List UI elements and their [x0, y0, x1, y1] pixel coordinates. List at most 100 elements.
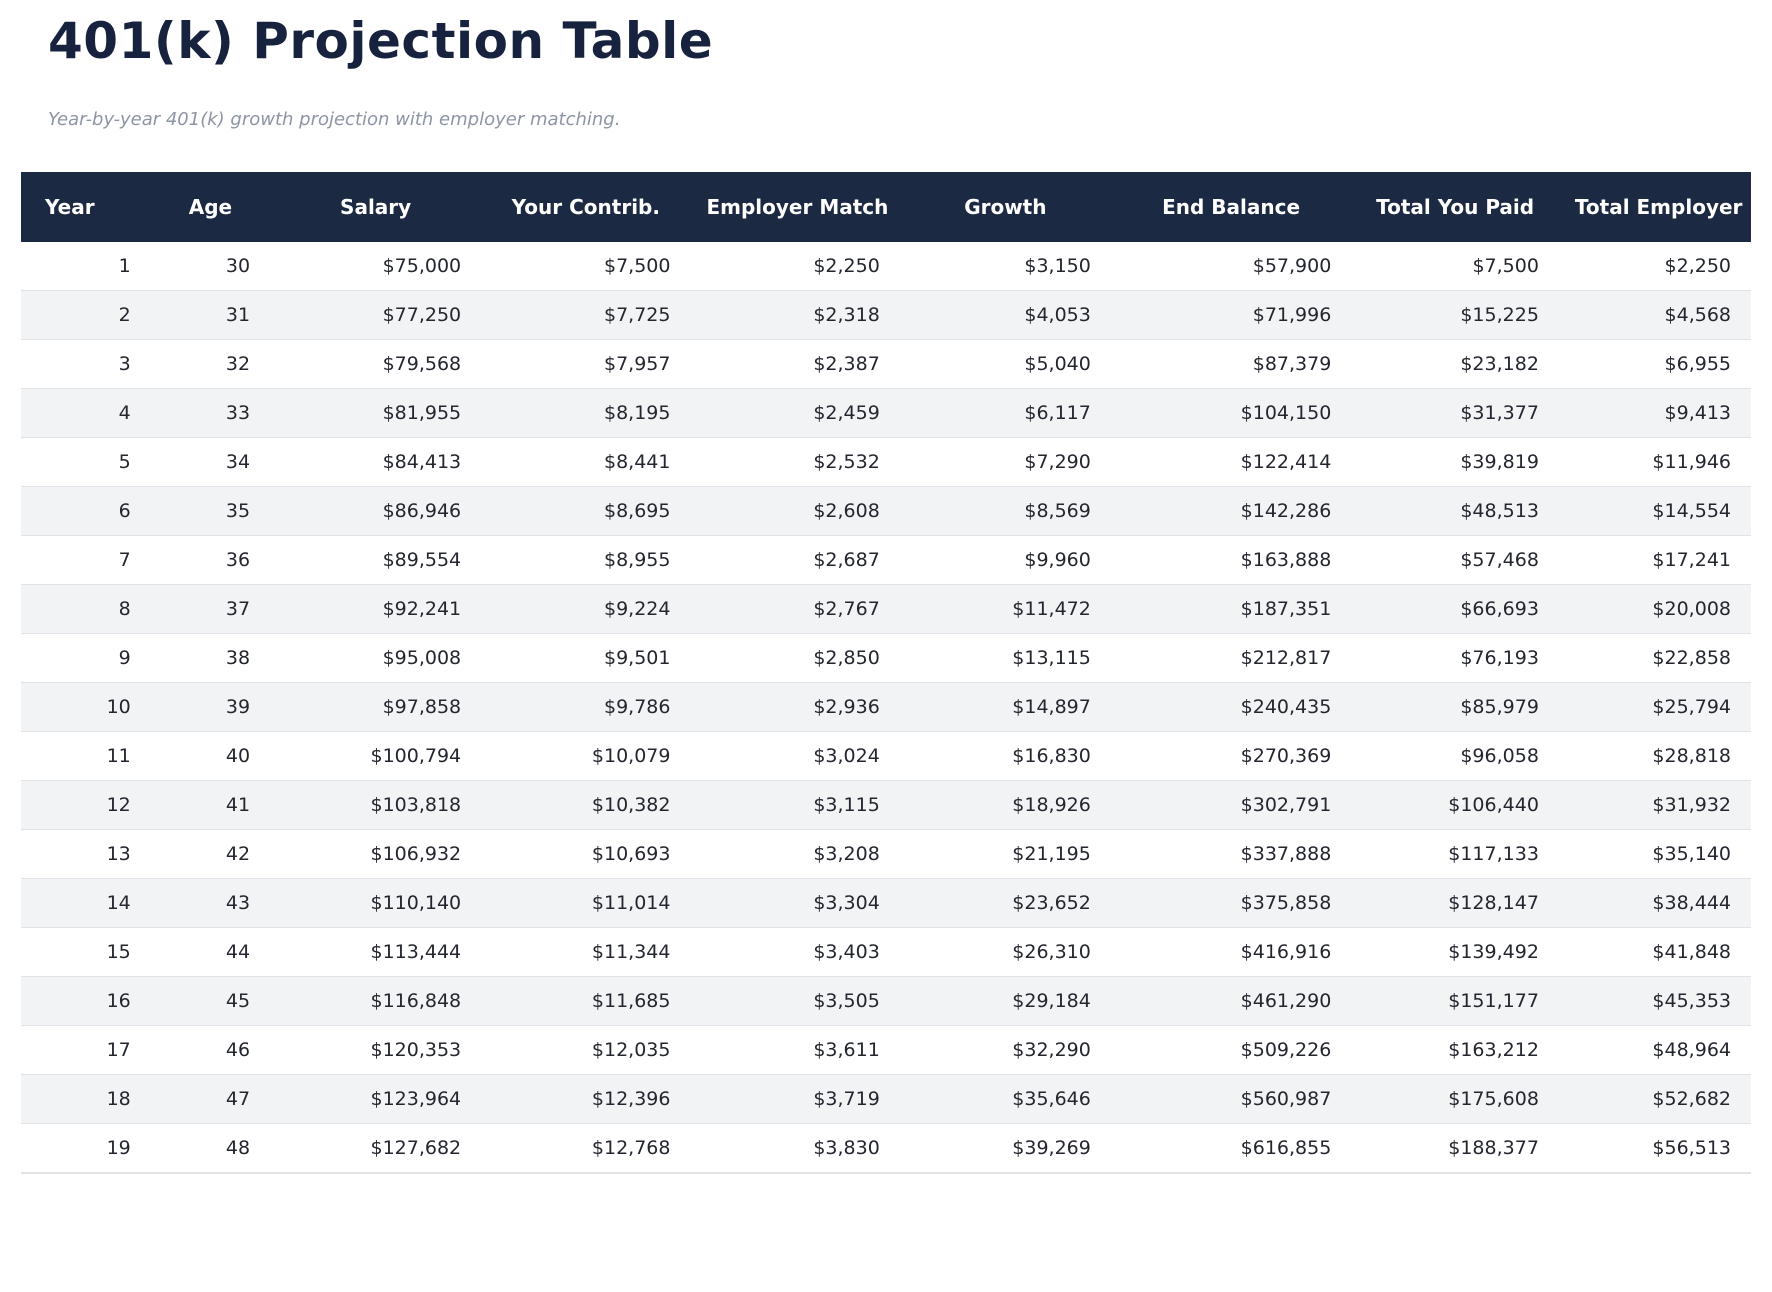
cell-your-contrib: $8,195 [481, 388, 691, 438]
cell-salary: $81,955 [270, 388, 482, 438]
column-header-total-you-paid: Total You Paid [1351, 172, 1559, 242]
cell-your-contrib: $12,396 [481, 1074, 691, 1124]
cell-employer-match: $3,611 [690, 1025, 900, 1075]
cell-growth: $11,472 [899, 584, 1111, 634]
cell-growth: $8,569 [899, 486, 1111, 536]
table-row: 14 43 $110,140 $11,014 $3,304 $23,652 $375,858… [21, 878, 1751, 928]
cell-year: 11 [21, 731, 151, 781]
cell-end-balance: $163,888 [1110, 535, 1352, 585]
page-title: 401(k) Projection Table [48, 12, 714, 70]
cell-total-you-paid: $139,492 [1351, 927, 1559, 977]
cell-growth: $14,897 [899, 682, 1111, 732]
cell-total-employer: $20,008 [1558, 584, 1751, 634]
cell-total-employer: $56,513 [1558, 1123, 1751, 1173]
cell-end-balance: $187,351 [1110, 584, 1352, 634]
cell-salary: $116,848 [270, 976, 482, 1026]
column-header-employer-match: Employer Match [690, 172, 900, 242]
table-row: 13 42 $106,932 $10,693 $3,208 $21,195 $337,888… [21, 829, 1751, 879]
cell-your-contrib: $9,786 [481, 682, 691, 732]
cell-growth: $16,830 [899, 731, 1111, 781]
cell-employer-match: $3,208 [690, 829, 900, 879]
table-row: 16 45 $116,848 $11,685 $3,505 $29,184 $461,290… [21, 976, 1751, 1026]
cell-salary: $86,946 [270, 486, 482, 536]
cell-end-balance: $212,817 [1110, 633, 1352, 683]
cell-your-contrib: $7,500 [604, 255, 671, 277]
column-header-total-employer: Total Employer [1558, 172, 1751, 242]
cell-your-contrib: $11,685 [481, 976, 691, 1026]
cell-growth: $18,926 [899, 780, 1111, 830]
cell-year: 19 [21, 1123, 151, 1173]
cell-age: 34 [150, 437, 271, 487]
cell-your-contrib: $7,957 [481, 339, 691, 389]
cell-salary: $89,554 [270, 535, 482, 585]
cell-end-balance: $560,987 [1110, 1074, 1352, 1124]
column-header-your-contrib: Your Contrib. [481, 172, 691, 242]
cell-growth: $9,960 [899, 535, 1111, 585]
cell-total-employer: $4,568 [1558, 290, 1751, 340]
cell-age: 43 [150, 878, 271, 928]
cell-growth: $13,115 [899, 633, 1111, 683]
projection-table: Year Age Salary Your Contrib. Employer Match… [21, 172, 1751, 1174]
cell-year: 15 [21, 927, 151, 977]
table-row: 7 36 $89,554 $8,955 $2,687 $9,960 $163,888 $57,… [21, 535, 1751, 585]
cell-end-balance: $57,900 [1252, 255, 1332, 277]
cell-age: 36 [150, 535, 271, 585]
cell-your-contrib: $10,079 [481, 731, 691, 781]
cell-your-contrib: $11,344 [481, 927, 691, 977]
cell-age: 35 [150, 486, 271, 536]
cell-year: 8 [21, 584, 151, 634]
cell-total-you-paid: $66,693 [1351, 584, 1559, 634]
cell-growth: $26,310 [899, 927, 1111, 977]
cell-age: 42 [150, 829, 271, 879]
cell-total-employer: $45,353 [1558, 976, 1751, 1026]
cell-employer-match: $3,830 [690, 1123, 900, 1173]
cell-end-balance: $337,888 [1110, 829, 1352, 879]
cell-total-you-paid: $15,225 [1351, 290, 1559, 340]
cell-salary: $97,858 [270, 682, 482, 732]
cell-end-balance: $375,858 [1110, 878, 1352, 928]
cell-total-you-paid: $31,377 [1351, 388, 1559, 438]
cell-total-employer: $52,682 [1558, 1074, 1751, 1124]
table-header: Year Age Salary Your Contrib. Employer Match… [21, 172, 1751, 242]
cell-end-balance: $270,369 [1110, 731, 1352, 781]
cell-employer-match: $2,250 [813, 255, 880, 277]
cell-your-contrib: $8,441 [481, 437, 691, 487]
cell-age: 39 [150, 682, 271, 732]
cell-total-you-paid: $128,147 [1351, 878, 1559, 928]
table-row: 4 33 $81,955 $8,195 $2,459 $6,117 $104,150 $31,… [21, 388, 1751, 438]
cell-end-balance: $71,996 [1110, 290, 1352, 340]
cell-total-employer: $6,955 [1558, 339, 1751, 389]
cell-your-contrib: $12,768 [481, 1123, 691, 1173]
cell-total-you-paid: $151,177 [1351, 976, 1559, 1026]
cell-employer-match: $3,719 [690, 1074, 900, 1124]
cell-age: 47 [150, 1074, 271, 1124]
table-body: 1 30 $75,000 $7,500 $2,250 $3,150 $57,900 $7,50… [21, 242, 1751, 1173]
cell-total-employer: $38,444 [1558, 878, 1751, 928]
cell-growth: $35,646 [899, 1074, 1111, 1124]
cell-growth: $4,053 [899, 290, 1111, 340]
table-row: 3 32 $79,568 $7,957 $2,387 $5,040 $87,379 $23,1… [21, 339, 1751, 389]
header-row: Year Age Salary Your Contrib. Employer Match… [21, 172, 1751, 242]
cell-total-employer: $35,140 [1558, 829, 1751, 879]
table-row: 9 38 $95,008 $9,501 $2,850 $13,115 $212,817 $76… [21, 633, 1751, 683]
cell-end-balance: $87,379 [1110, 339, 1352, 389]
cell-year: 14 [21, 878, 151, 928]
cell-salary: $103,818 [270, 780, 482, 830]
cell-total-you-paid: $96,058 [1351, 731, 1559, 781]
cell-salary: $75,000 [382, 255, 462, 277]
cell-age: 45 [150, 976, 271, 1026]
cell-total-employer: $31,932 [1558, 780, 1751, 830]
cell-end-balance: $122,414 [1110, 437, 1352, 487]
cell-your-contrib: $12,035 [481, 1025, 691, 1075]
table-row: 8 37 $92,241 $9,224 $2,767 $11,472 $187,351 $66… [21, 584, 1751, 634]
cell-end-balance: $461,290 [1110, 976, 1352, 1026]
cell-salary: $123,964 [270, 1074, 482, 1124]
cell-salary: $100,794 [270, 731, 482, 781]
table-row: 17 46 $120,353 $12,035 $3,611 $32,290 $509,226… [21, 1025, 1751, 1075]
cell-employer-match: $2,936 [690, 682, 900, 732]
cell-total-employer: $48,964 [1558, 1025, 1751, 1075]
cell-age: 48 [150, 1123, 271, 1173]
cell-salary: $127,682 [270, 1123, 482, 1173]
column-header-growth: Growth [899, 172, 1111, 242]
